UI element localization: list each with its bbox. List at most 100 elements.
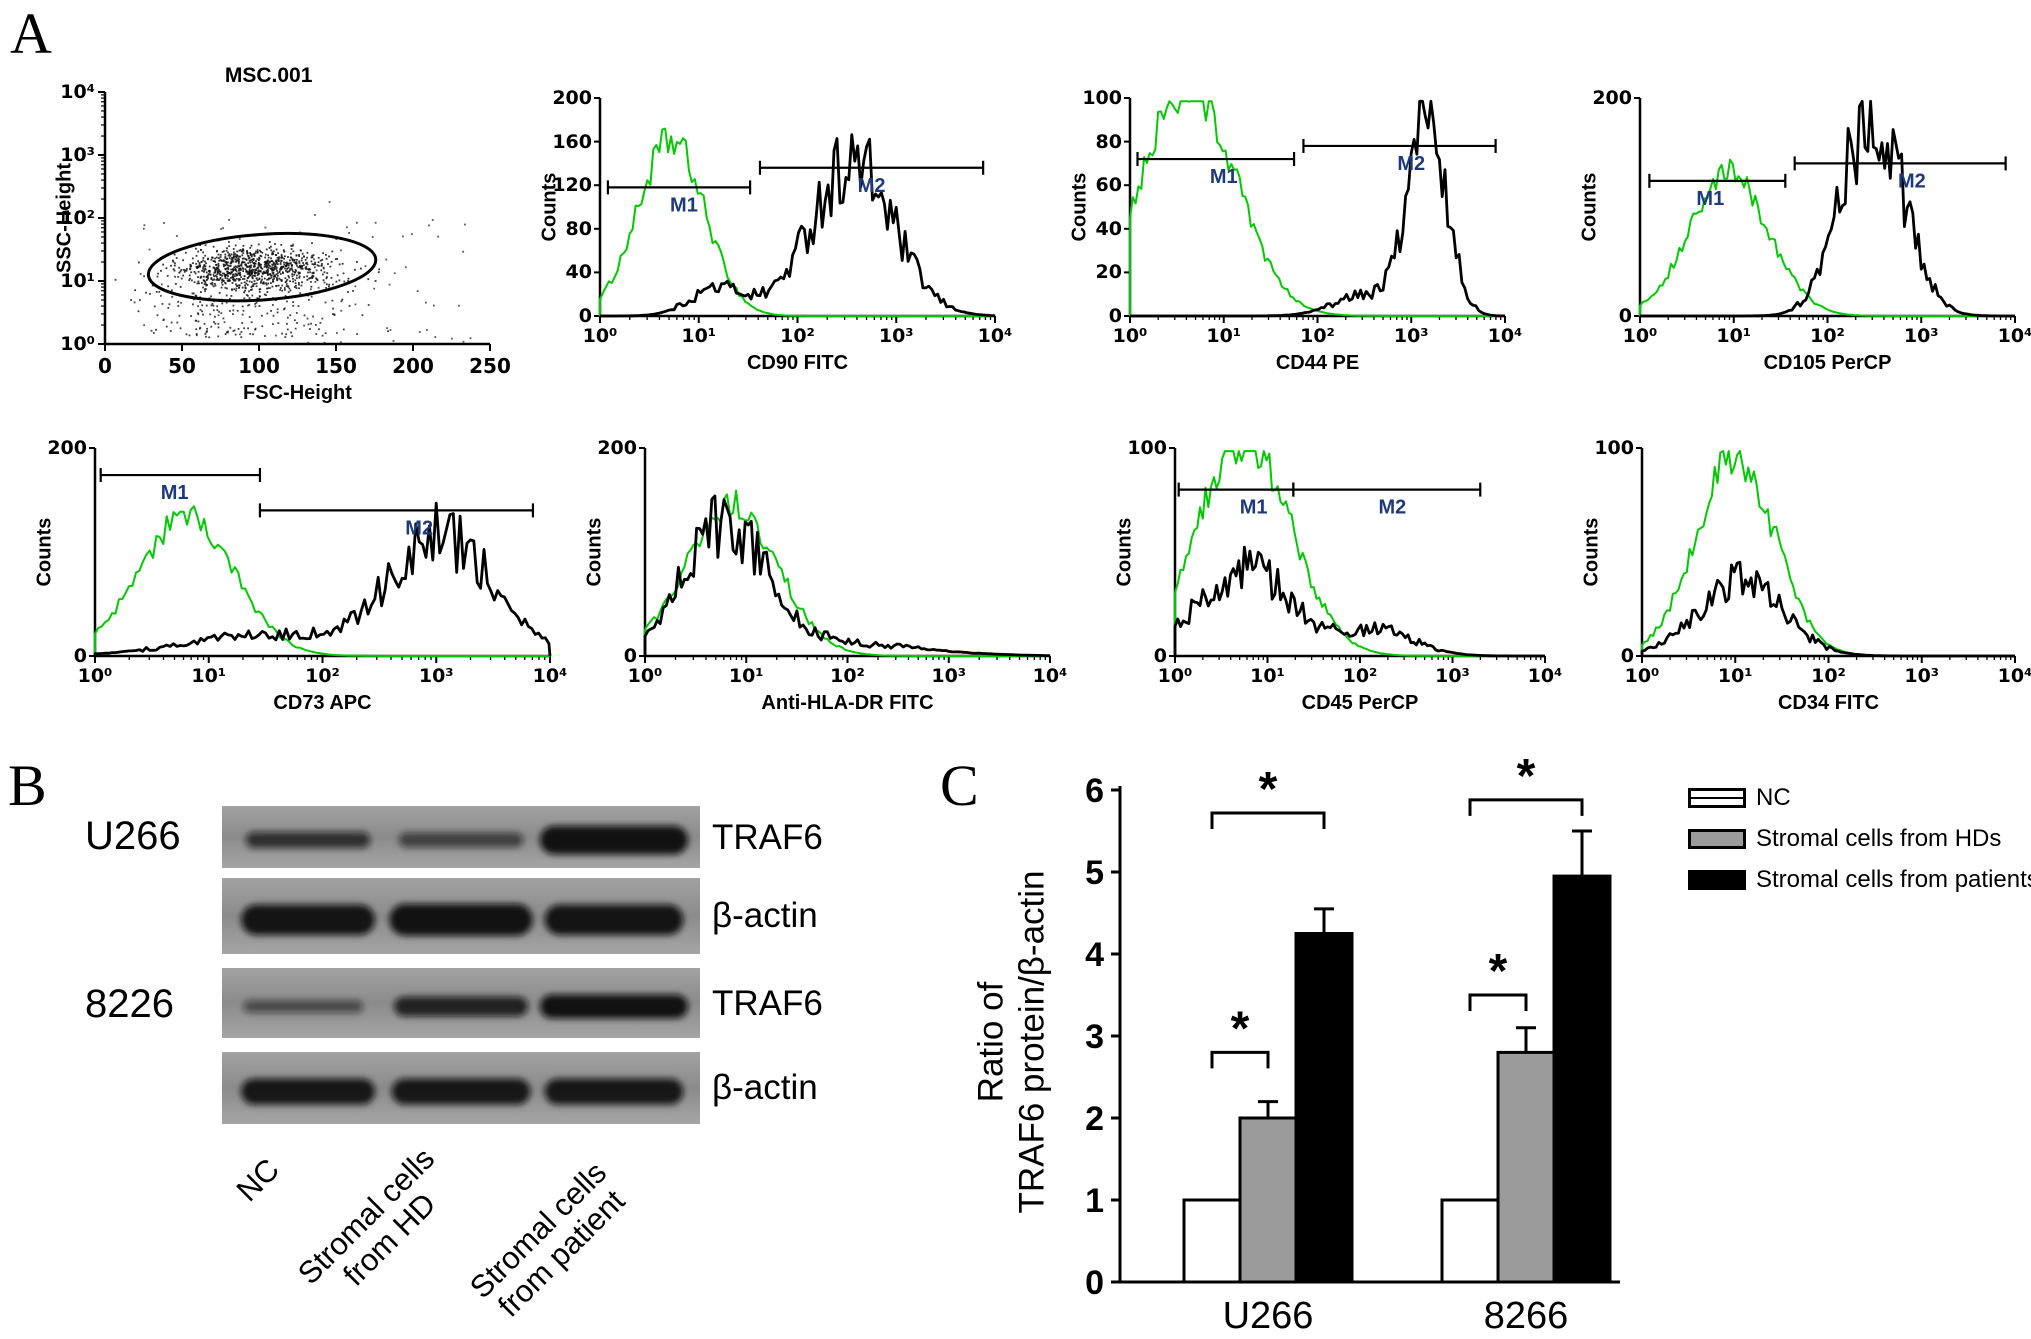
legend-item-stromal-patients: Stromal cells from patients: [1688, 866, 2031, 893]
lane-label-stromal-hd: Stromal cells from HD: [291, 1141, 465, 1315]
tick-label: 10²: [1810, 325, 1845, 347]
legend-label: Stromal cells from patients: [1756, 866, 2031, 893]
flow-hist-cd34-fitc: Counts 100 0 10⁰ 10¹ 10² 10³ 10⁴ CD34 FITC: [1581, 437, 2031, 714]
tick-label: 10⁰: [1624, 665, 1660, 687]
tick-label: 10⁰: [582, 325, 618, 347]
tick-label: 10¹: [1716, 325, 1752, 347]
tick-label: 50: [168, 354, 196, 378]
legend-swatch-stromal-hds: [1688, 829, 1746, 849]
tick-label: 10⁴: [60, 81, 95, 103]
tick-label: 80: [1095, 130, 1122, 153]
tick-label: 10¹: [1250, 665, 1285, 687]
flow-hist-cd90-fitc: Counts 200 160 120 80 40 0 M1 M2 10⁰ 10¹ 10² 10³ 1…: [539, 87, 1013, 374]
tick-label: 0: [578, 305, 592, 327]
hist-x-axis-label: CD73 APC: [273, 692, 372, 714]
tick-label: 10¹: [1717, 665, 1753, 687]
tick-label: 10³: [1393, 325, 1429, 347]
tick-label: 250: [469, 354, 511, 378]
protein-label-actin-8226: β-actin: [712, 1068, 818, 1107]
flow-hist-cd73-apc: Counts 200 0 M1 M2 10⁰ 10¹ 10² 10³ 10⁴ CD73 AP…: [34, 437, 568, 714]
tick-label: 60: [1095, 174, 1122, 197]
tick-label: 10²: [1342, 665, 1378, 687]
scatter-title: MSC.001: [224, 64, 313, 87]
tick-label: 10³: [1903, 325, 1939, 347]
tick-label: 10⁴: [1527, 665, 1563, 687]
flow-hist-cd105-percp: Counts 200 0 M1 M2 10⁰ 10¹ 10² 10³ 10⁴ CD105 P…: [1579, 87, 2031, 374]
svg-text:0: 0: [1085, 1264, 1104, 1302]
chart-legend: NC Stromal cells from HDs Stromal cells …: [1688, 784, 2031, 909]
tick-label: 10²: [1300, 325, 1335, 347]
tick-label: 0: [1108, 305, 1122, 327]
tick-label: 10¹: [191, 665, 227, 687]
svg-text:M2: M2: [1397, 153, 1425, 175]
hist-y-ticks: 100 0: [1588, 437, 1634, 667]
hist-y-ticks: 100 0: [1121, 437, 1167, 667]
tick-label: 200: [1592, 87, 1632, 109]
legend-swatch-nc: [1688, 788, 1746, 808]
tick-label: 100: [1082, 87, 1122, 109]
tick-label: 0: [623, 645, 637, 667]
panel-a-label: A: [10, 1, 52, 66]
tick-label: 10⁴: [977, 325, 1013, 347]
tick-label: 40: [1095, 217, 1122, 240]
lane-label-line: NC: [229, 1151, 287, 1209]
tick-label: 10²: [830, 665, 865, 687]
tick-label: 10³: [1435, 665, 1470, 687]
bar-chart-canvas: 0 1 2 3 4 5 6 U266 8266 * * * *: [1085, 750, 1620, 1337]
tick-label: 100: [1127, 437, 1167, 459]
protein-label-traf6-8226: TRAF6: [712, 984, 823, 1023]
svg-text:M2: M2: [1378, 497, 1406, 519]
tick-label: 80: [565, 217, 592, 240]
lane-label-nc: NC: [229, 1151, 287, 1209]
tick-label: 100: [238, 354, 280, 378]
scatter-x-axis-label: FSC-Height: [243, 382, 352, 404]
tick-label: 10⁰: [1112, 325, 1148, 347]
tick-label: 10⁰: [1157, 665, 1193, 687]
svg-text:6: 6: [1085, 772, 1104, 810]
hist-y-ticks: 200 160 120 80 40 0: [546, 87, 592, 327]
hist-canvas: M1 M2: [1634, 97, 2016, 323]
tick-label: 0: [1618, 305, 1632, 327]
svg-text:*: *: [1489, 945, 1508, 998]
panel-b-label: B: [8, 753, 47, 818]
svg-text:M1: M1: [1240, 497, 1268, 519]
hist-x-ticks: 10⁰ 10¹ 10² 10³ 10⁴: [628, 665, 1068, 689]
hist-canvas: M1 M2: [89, 447, 552, 663]
panel-c-label: C: [940, 753, 979, 818]
hist-canvas: M1 M2: [1124, 97, 1506, 323]
chart-y-axis-label-line1: Ratio of: [971, 981, 1011, 1103]
tick-label: 10⁴: [1487, 325, 1523, 347]
tick-label: 20: [1095, 261, 1122, 284]
hist-x-ticks: 10⁰ 10¹ 10² 10³ 10⁴: [1158, 665, 1563, 689]
hist-x-ticks: 10⁰ 10¹ 10² 10³ 10⁴: [1625, 665, 2031, 689]
blot-8226-traf6: [222, 968, 700, 1038]
svg-text:4: 4: [1085, 936, 1104, 974]
svg-text:8266: 8266: [1484, 1295, 1569, 1337]
tick-label: 0: [98, 354, 112, 378]
tick-label: 0: [1153, 645, 1167, 667]
flow-scatter-plot: MSC.001 SSC-Height 10⁴ 10³ 10² 10¹ 10⁰ 0 50 10…: [54, 64, 511, 404]
hist-y-ticks: 200 0: [1586, 87, 1632, 327]
tick-label: 10²: [780, 325, 815, 347]
hist-canvas: [639, 447, 1051, 663]
cell-line-label-u266: U266: [85, 814, 181, 858]
hist-x-axis-label: CD105 PerCP: [1763, 352, 1892, 374]
tick-label: 10⁴: [1997, 665, 2031, 687]
protein-label-traf6-u266: TRAF6: [712, 818, 823, 857]
svg-text:M1: M1: [1696, 188, 1724, 210]
tick-label: 10³: [60, 144, 95, 166]
hist-canvas: M1 M2: [1169, 447, 1546, 663]
hist-x-ticks: 10⁰ 10¹ 10² 10³ 10⁴: [1113, 325, 1523, 349]
svg-text:M1: M1: [1210, 166, 1238, 188]
tick-label: 10⁰: [627, 665, 663, 687]
hist-canvas: [1636, 447, 2016, 663]
tick-label: 10³: [931, 665, 967, 687]
tick-label: 200: [47, 437, 87, 459]
tick-label: 10⁴: [1032, 665, 1068, 687]
svg-text:*: *: [1259, 763, 1278, 816]
hist-canvas: M1 M2: [594, 97, 996, 323]
tick-label: 120: [552, 174, 592, 197]
svg-text:M2: M2: [1898, 170, 1926, 192]
tick-label: 10¹: [60, 270, 95, 292]
legend-label: NC: [1756, 784, 1791, 811]
